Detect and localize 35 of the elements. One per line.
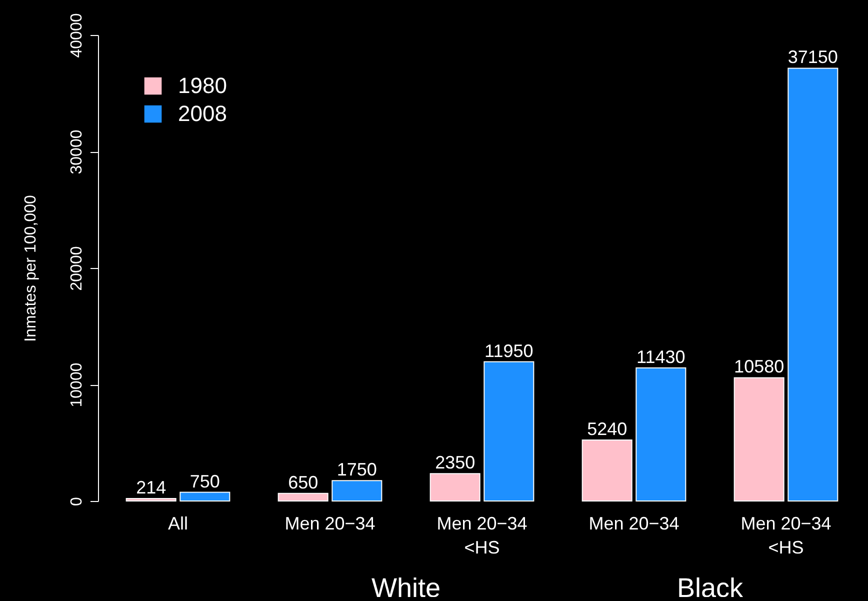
data-label: 1750: [336, 460, 377, 480]
data-label: 214: [136, 478, 166, 498]
y-tick-label: 40000: [68, 13, 86, 58]
y-tick-label: 10000: [68, 362, 86, 408]
bar: [636, 367, 686, 502]
bar: [484, 361, 534, 502]
text: Black: [676, 573, 744, 601]
legend-label: 1980: [178, 73, 227, 98]
data-label: 650: [288, 472, 318, 492]
y-tick-label: 0: [68, 496, 86, 506]
data-label: 37150: [788, 47, 838, 68]
bar: [788, 68, 838, 502]
data-label: 10580: [734, 356, 784, 377]
data-label: 750: [190, 471, 220, 492]
y-tick-label: 30000: [68, 130, 86, 174]
data-label: 11950: [484, 340, 534, 361]
bar: [430, 473, 480, 502]
bar: [278, 492, 328, 502]
data-label: 5240: [587, 418, 628, 439]
bar: [582, 439, 632, 502]
data-label: 2350: [435, 452, 476, 473]
bar: [734, 377, 784, 502]
x-tick-label: Men 20−34: [284, 514, 376, 534]
x-tick-label: Men 20−34 <HS: [436, 514, 528, 558]
x-tick-label: All: [168, 514, 188, 534]
bar: [332, 480, 382, 502]
legend-label: 2008: [178, 101, 227, 126]
x-tick-label: Men 20−34: [588, 514, 680, 534]
bar: [126, 498, 176, 502]
text: White: [371, 573, 441, 601]
y-axis-title: Inmates per 100,000: [22, 195, 40, 342]
bar: [180, 492, 230, 502]
x-tick-label: Men 20−34 <HS: [740, 514, 832, 558]
data-label: 11430: [636, 346, 686, 367]
y-tick-label: 20000: [68, 246, 86, 291]
